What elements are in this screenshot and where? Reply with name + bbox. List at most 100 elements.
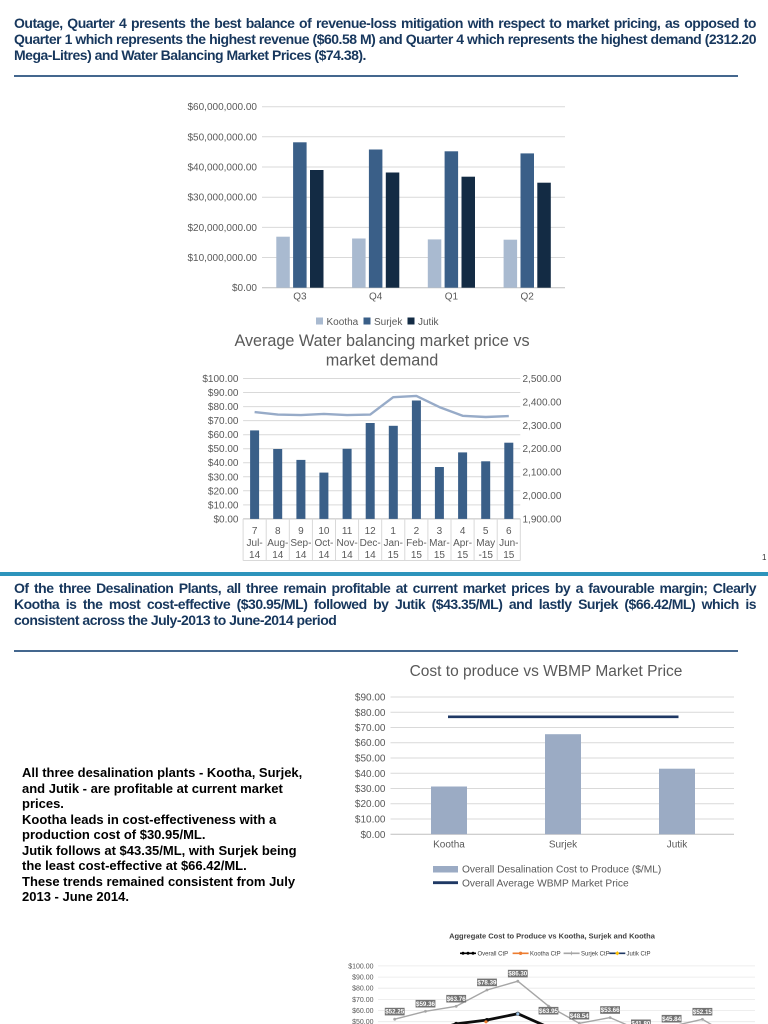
svg-text:Mar-: Mar- bbox=[429, 538, 450, 549]
svg-text:$0.00: $0.00 bbox=[232, 283, 257, 294]
svg-text:5: 5 bbox=[483, 526, 489, 537]
svg-text:$100.00: $100.00 bbox=[202, 374, 239, 385]
svg-text:Average Water balancing market: Average Water balancing market price vs bbox=[234, 332, 529, 350]
svg-text:$40.00: $40.00 bbox=[355, 769, 386, 780]
svg-text:$30.00: $30.00 bbox=[355, 784, 386, 795]
svg-text:7: 7 bbox=[252, 526, 258, 537]
svg-text:$60.00: $60.00 bbox=[355, 738, 386, 749]
svg-text:14: 14 bbox=[318, 550, 330, 561]
svg-text:$59.36: $59.36 bbox=[416, 1001, 435, 1008]
svg-text:12: 12 bbox=[365, 526, 377, 537]
svg-text:Overall CtP: Overall CtP bbox=[478, 952, 509, 958]
svg-text:$45.84: $45.84 bbox=[662, 1016, 681, 1023]
svg-text:15: 15 bbox=[503, 550, 515, 561]
svg-text:2,500.00: 2,500.00 bbox=[523, 374, 562, 385]
svg-text:14: 14 bbox=[365, 550, 377, 561]
svg-text:2,400.00: 2,400.00 bbox=[523, 397, 562, 408]
svg-text:14: 14 bbox=[342, 550, 354, 561]
svg-text:market demand: market demand bbox=[326, 352, 438, 370]
svg-text:$20.00: $20.00 bbox=[355, 799, 386, 810]
svg-text:$10,000,000.00: $10,000,000.00 bbox=[187, 253, 257, 264]
svg-text:$53.66: $53.66 bbox=[601, 1007, 620, 1014]
svg-text:$60.00: $60.00 bbox=[208, 430, 239, 441]
svg-text:Surjek: Surjek bbox=[549, 840, 578, 851]
svg-text:Overall Desalination Cost to P: Overall Desalination Cost to Produce ($/… bbox=[462, 865, 661, 876]
svg-text:$63.95: $63.95 bbox=[539, 1008, 558, 1015]
svg-text:$50.00: $50.00 bbox=[355, 754, 386, 765]
svg-text:6: 6 bbox=[506, 526, 512, 537]
svg-text:$70.00: $70.00 bbox=[355, 723, 386, 734]
svg-text:$20,000,000.00: $20,000,000.00 bbox=[187, 223, 257, 234]
svg-text:Kootha CtP: Kootha CtP bbox=[530, 952, 561, 958]
svg-text:Sep-: Sep- bbox=[290, 538, 311, 549]
svg-text:Feb-: Feb- bbox=[406, 538, 427, 549]
svg-text:$52.25: $52.25 bbox=[385, 1009, 404, 1016]
svg-text:14: 14 bbox=[249, 550, 261, 561]
svg-text:Surjek: Surjek bbox=[374, 317, 403, 328]
svg-text:$40.00: $40.00 bbox=[208, 458, 239, 469]
svg-text:3: 3 bbox=[437, 526, 443, 537]
svg-text:Kootha: Kootha bbox=[433, 840, 465, 851]
svg-text:14: 14 bbox=[272, 550, 284, 561]
svg-text:Q3: Q3 bbox=[293, 292, 307, 303]
svg-text:$52.15: $52.15 bbox=[693, 1009, 712, 1016]
svg-text:Aug-: Aug- bbox=[267, 538, 288, 549]
svg-text:$86.30: $86.30 bbox=[508, 971, 527, 978]
svg-text:$40,000,000.00: $40,000,000.00 bbox=[187, 163, 257, 174]
svg-text:Q1: Q1 bbox=[445, 292, 459, 303]
svg-text:$70.00: $70.00 bbox=[208, 416, 239, 427]
svg-text:$30.00: $30.00 bbox=[208, 472, 239, 483]
svg-text:2,100.00: 2,100.00 bbox=[523, 468, 562, 479]
svg-text:$80.00: $80.00 bbox=[208, 402, 239, 413]
svg-text:$90.00: $90.00 bbox=[355, 693, 386, 704]
svg-text:15: 15 bbox=[434, 550, 446, 561]
svg-text:14: 14 bbox=[295, 550, 307, 561]
svg-text:May: May bbox=[476, 538, 495, 549]
svg-text:$50.00: $50.00 bbox=[208, 444, 239, 455]
svg-text:$100.00: $100.00 bbox=[348, 963, 373, 970]
svg-text:Jun-: Jun- bbox=[499, 538, 518, 549]
svg-text:Dec-: Dec- bbox=[360, 538, 381, 549]
svg-text:$10.00: $10.00 bbox=[208, 500, 239, 511]
svg-text:$30,000,000.00: $30,000,000.00 bbox=[187, 193, 257, 204]
svg-text:$78.39: $78.39 bbox=[478, 980, 497, 987]
svg-text:1: 1 bbox=[762, 553, 767, 562]
svg-text:Kootha: Kootha bbox=[327, 317, 359, 328]
svg-text:Jutik: Jutik bbox=[418, 317, 440, 328]
svg-text:$90.00: $90.00 bbox=[208, 388, 239, 399]
svg-text:$50.00: $50.00 bbox=[352, 1019, 374, 1024]
svg-text:2,200.00: 2,200.00 bbox=[523, 444, 562, 455]
svg-text:8: 8 bbox=[275, 526, 281, 537]
svg-text:11: 11 bbox=[342, 526, 353, 537]
svg-text:2,300.00: 2,300.00 bbox=[523, 421, 562, 432]
svg-text:$60.00: $60.00 bbox=[352, 1008, 374, 1015]
svg-text:$20.00: $20.00 bbox=[208, 486, 239, 497]
svg-text:$41.80: $41.80 bbox=[631, 1020, 650, 1024]
svg-text:$48.54: $48.54 bbox=[570, 1013, 589, 1020]
svg-text:9: 9 bbox=[298, 526, 304, 537]
svg-text:$70.00: $70.00 bbox=[352, 997, 374, 1004]
svg-text:15: 15 bbox=[457, 550, 469, 561]
svg-text:15: 15 bbox=[411, 550, 423, 561]
svg-text:Oct-: Oct- bbox=[314, 538, 333, 549]
svg-text:1,900.00: 1,900.00 bbox=[523, 514, 562, 525]
svg-text:10: 10 bbox=[318, 526, 330, 537]
svg-text:$10.00: $10.00 bbox=[355, 815, 386, 826]
svg-text:Nov-: Nov- bbox=[337, 538, 358, 549]
svg-text:2,000.00: 2,000.00 bbox=[523, 491, 562, 502]
svg-text:$0.00: $0.00 bbox=[360, 830, 385, 841]
svg-text:$63.76: $63.76 bbox=[447, 996, 466, 1003]
svg-text:Cost to produce vs WBMP Market: Cost to produce vs WBMP Market Price bbox=[410, 663, 683, 680]
svg-text:15: 15 bbox=[388, 550, 400, 561]
svg-text:$50,000,000.00: $50,000,000.00 bbox=[187, 132, 257, 143]
svg-text:Jan-: Jan- bbox=[383, 538, 402, 549]
svg-text:Jutik: Jutik bbox=[667, 840, 689, 851]
svg-text:2: 2 bbox=[414, 526, 420, 537]
svg-text:$90.00: $90.00 bbox=[352, 975, 374, 982]
svg-text:Aggregate Cost to Produce vs K: Aggregate Cost to Produce vs Kootha, Sur… bbox=[449, 932, 656, 941]
svg-text:Overall Average WBMP Market Pr: Overall Average WBMP Market Price bbox=[462, 879, 629, 890]
svg-text:$80.00: $80.00 bbox=[352, 986, 374, 993]
svg-text:$80.00: $80.00 bbox=[355, 708, 386, 719]
svg-text:Jul-: Jul- bbox=[247, 538, 263, 549]
svg-text:Q4: Q4 bbox=[369, 292, 383, 303]
